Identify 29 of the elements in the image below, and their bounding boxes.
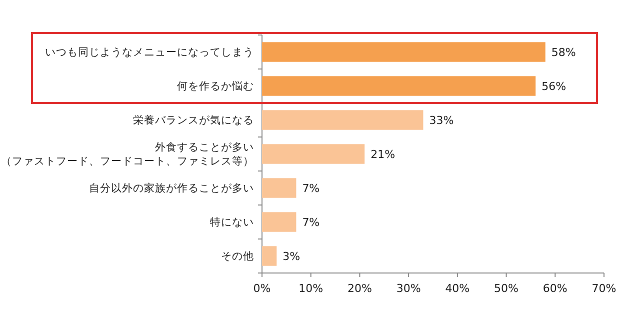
data-label: 33% (429, 114, 454, 127)
bar (262, 76, 536, 96)
bar (262, 212, 296, 232)
bar (262, 42, 546, 62)
data-label: 56% (542, 80, 566, 93)
data-label: 21% (370, 148, 396, 161)
x-tick-label: 60% (542, 282, 568, 295)
x-tick-label: 70% (592, 282, 616, 295)
x-tick-label: 40% (445, 282, 470, 295)
y-tick-label: 特にない (210, 216, 254, 229)
data-label: 7% (302, 216, 320, 229)
bar (262, 144, 365, 164)
data-label: 58% (551, 46, 576, 59)
y-tick-label: 何を作るか悩む (177, 80, 254, 93)
y-tick-label: 栄養バランスが気になる (133, 114, 254, 127)
x-tick-label: 50% (494, 282, 519, 295)
bar (262, 110, 424, 130)
bar (262, 178, 296, 198)
x-tick-label: 30% (396, 282, 421, 295)
x-tick-label: 10% (298, 282, 324, 295)
data-label: 7% (302, 182, 320, 195)
y-tick-label: その他 (221, 250, 254, 263)
y-tick-label: 自分以外の家族が作ることが多い (89, 182, 254, 195)
y-tick-label: 外食することが多い（ファストフード、フードコート、ファミレス等） (1, 142, 254, 168)
data-label: 3% (282, 250, 300, 263)
x-tick-label: 20% (347, 282, 372, 295)
y-tick-label: いつも同じようなメニューになってしまう (45, 46, 254, 59)
x-tick-label: 0% (253, 282, 271, 295)
bar (262, 246, 277, 266)
